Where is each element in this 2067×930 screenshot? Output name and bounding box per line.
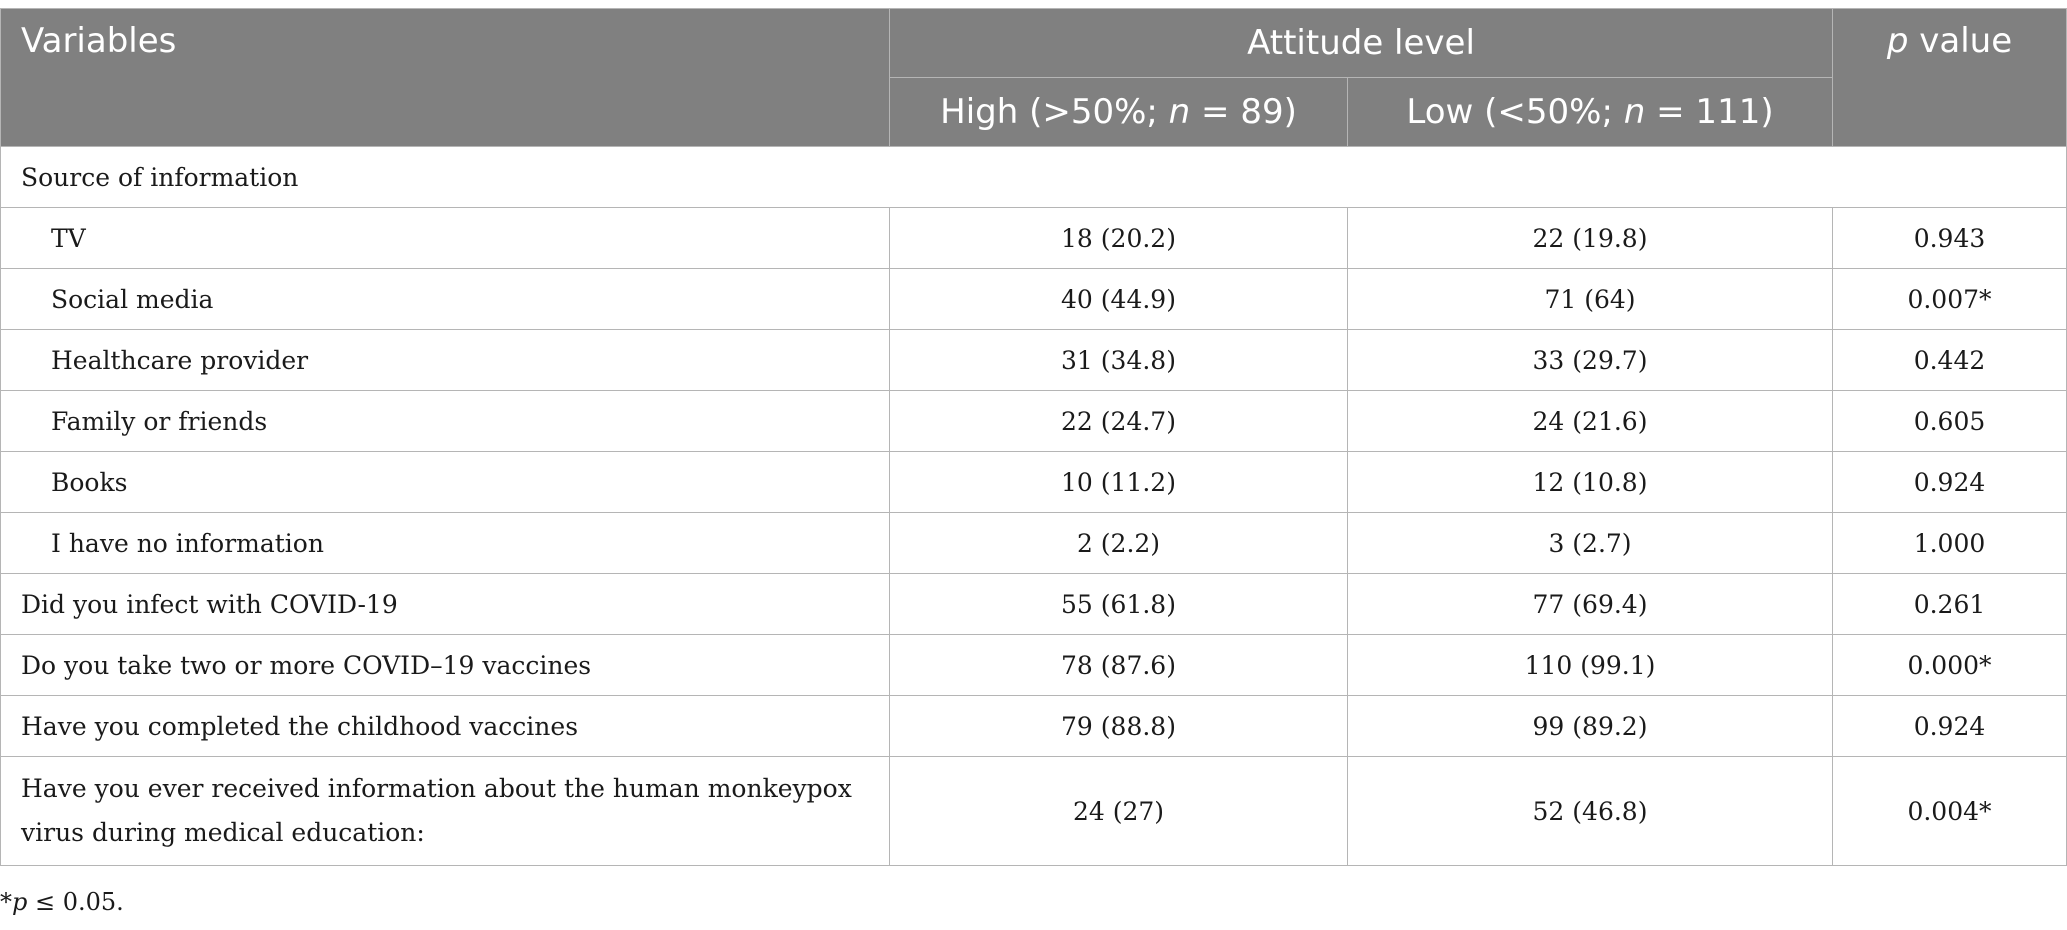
row-low: 3 (2.7) [1347, 512, 1833, 574]
row-p: 1.000 [1832, 512, 2067, 574]
row-label: Family or friends [0, 390, 890, 452]
row-low: 24 (21.6) [1347, 390, 1833, 452]
header-row-2: High (>50%; n = 89) Low (<50%; n = 111) [1, 77, 2067, 147]
header-high-post: = 89) [1190, 92, 1297, 132]
footnote-p: p [12, 888, 28, 916]
row-high: 31 (34.8) [889, 329, 1348, 391]
header-p-rest: value [1908, 21, 2013, 61]
table-row: Books 10 (11.2) 12 (10.8) 0.924 [0, 451, 2067, 513]
row-p: 0.000* [1832, 634, 2067, 696]
row-high: 10 (11.2) [889, 451, 1348, 513]
footnote-star: * [0, 888, 12, 916]
row-high: 40 (44.9) [889, 268, 1348, 330]
table-row: Have you completed the childhood vaccine… [0, 695, 2067, 757]
row-p: 0.943 [1832, 207, 2067, 269]
table-container: Variables Attitude level p value High (>… [0, 8, 2067, 866]
row-high: 18 (20.2) [889, 207, 1348, 269]
row-p: 0.261 [1832, 573, 2067, 635]
row-low: 22 (19.8) [1347, 207, 1833, 269]
row-high: 24 (27) [889, 756, 1348, 866]
footnote: *p ≤ 0.05. [0, 888, 124, 916]
table-row: Family or friends 22 (24.7) 24 (21.6) 0.… [0, 390, 2067, 452]
row-label: Do you take two or more COVID–19 vaccine… [0, 634, 890, 696]
header-low-post: = 111) [1645, 92, 1774, 132]
section-row: Source of information [0, 146, 2067, 208]
table-row: Do you take two or more COVID–19 vaccine… [0, 634, 2067, 696]
row-label: Books [0, 451, 890, 513]
row-p: 0.924 [1832, 451, 2067, 513]
row-low: 71 (64) [1347, 268, 1833, 330]
row-low: 12 (10.8) [1347, 451, 1833, 513]
row-label: Healthcare provider [0, 329, 890, 391]
row-label: Have you ever received information about… [0, 756, 890, 866]
row-label: Did you infect with COVID-19 [0, 573, 890, 635]
table-row: TV 18 (20.2) 22 (19.8) 0.943 [0, 207, 2067, 269]
section-label: Source of information [0, 146, 2067, 208]
row-p: 0.605 [1832, 390, 2067, 452]
row-p: 0.004* [1832, 756, 2067, 866]
header-low-pre: Low (<50%; [1406, 92, 1624, 132]
attitude-table: Variables Attitude level p value High (>… [0, 8, 2067, 866]
table-row: Social media 40 (44.9) 71 (64) 0.007* [0, 268, 2067, 330]
row-low: 77 (69.4) [1347, 573, 1833, 635]
header-low-n: n [1623, 92, 1646, 132]
header-high: High (>50%; n = 89) [889, 77, 1348, 147]
row-low: 110 (99.1) [1347, 634, 1833, 696]
header-p-value: p value [1832, 8, 2067, 147]
header-variables: Variables [0, 8, 890, 147]
footnote-rest: ≤ 0.05. [27, 888, 124, 916]
row-p: 0.924 [1832, 695, 2067, 757]
row-high: 79 (88.8) [889, 695, 1348, 757]
header-row-1: Variables Attitude level p value [0, 8, 2067, 147]
header-p-italic: p [1886, 21, 1909, 61]
table-row: I have no information 2 (2.2) 3 (2.7) 1.… [0, 512, 2067, 574]
row-high: 78 (87.6) [889, 634, 1348, 696]
table-row: Have you ever received information about… [0, 756, 2067, 866]
row-high: 22 (24.7) [889, 390, 1348, 452]
row-label: Have you completed the childhood vaccine… [0, 695, 890, 757]
table-row: Did you infect with COVID-19 55 (61.8) 7… [0, 573, 2067, 635]
row-low: 33 (29.7) [1347, 329, 1833, 391]
row-low: 99 (89.2) [1347, 695, 1833, 757]
header-low: Low (<50%; n = 111) [1347, 77, 1833, 147]
header-attitude-level: Attitude level [889, 8, 1833, 78]
row-p: 0.007* [1832, 268, 2067, 330]
header-high-pre: High (>50%; [940, 92, 1169, 132]
row-low: 52 (46.8) [1347, 756, 1833, 866]
row-high: 2 (2.2) [889, 512, 1348, 574]
row-label: Social media [0, 268, 890, 330]
row-label: I have no information [0, 512, 890, 574]
row-high: 55 (61.8) [889, 573, 1348, 635]
row-label: TV [0, 207, 890, 269]
row-p: 0.442 [1832, 329, 2067, 391]
header-high-n: n [1168, 92, 1191, 132]
table-row: Healthcare provider 31 (34.8) 33 (29.7) … [0, 329, 2067, 391]
